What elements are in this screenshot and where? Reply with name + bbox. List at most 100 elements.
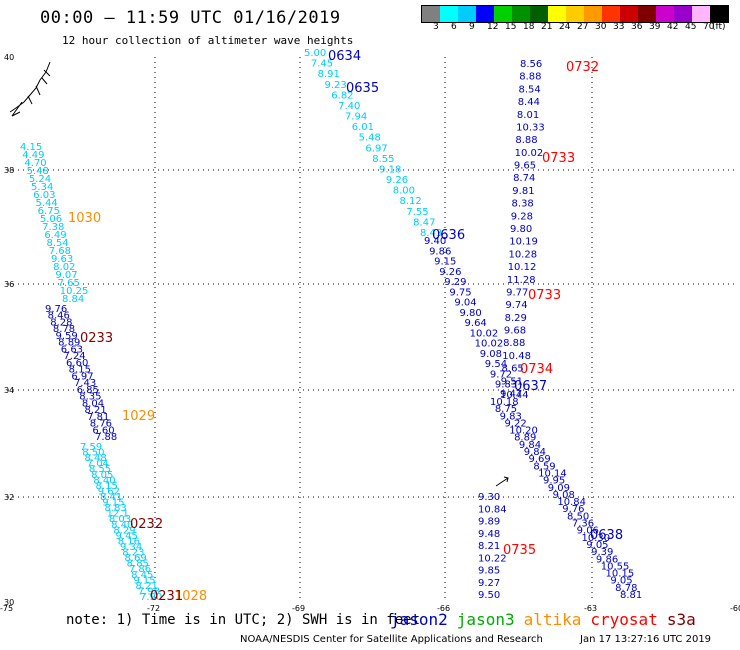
colorbar-label: 36	[631, 22, 643, 32]
wave-height-value: 8.89	[514, 433, 536, 444]
pass-time-label: 0733	[542, 151, 575, 166]
wave-height-value: 10.30	[581, 533, 610, 544]
lon-tick-label: -69	[292, 604, 305, 613]
legend-item-s3a: s3a	[666, 610, 696, 629]
lon-tick-label: -72	[147, 604, 160, 613]
wave-height-value: 8.23	[122, 548, 144, 559]
wave-height-value: 10.33	[516, 122, 545, 133]
colorbar-label: 30	[595, 22, 607, 32]
wave-height-value: 7.90	[140, 592, 162, 603]
colorbar-swatch	[512, 6, 530, 22]
wave-height-value: 8.38	[512, 199, 534, 210]
wave-height-value: 9.81	[512, 186, 534, 197]
wave-height-value: 8.69	[124, 553, 146, 564]
lat-tick-label: 36	[4, 280, 14, 289]
wave-height-value: 5.48	[359, 133, 381, 144]
wave-height-value: 7.43	[74, 378, 96, 389]
track-5: 8.568.888.548.448.0110.338.8810.029.658.…	[500, 59, 545, 400]
wave-height-value: 8.89	[58, 338, 80, 349]
wave-height-value: 9.84	[524, 447, 546, 458]
wave-height-value: 9.80	[459, 308, 481, 319]
colorbar-swatch	[440, 6, 458, 22]
wave-height-value: 9.08	[480, 349, 502, 360]
pass-time-label: 0733	[528, 288, 561, 303]
pass-time-label: 0231	[150, 589, 183, 604]
track-6: 10.188.759.839.2210.208.899.849.849.698.…	[490, 397, 642, 601]
wave-height-value: 9.18	[379, 164, 401, 175]
pass-time-label: 0732	[566, 60, 599, 75]
wave-height-value: 9.89	[478, 517, 500, 528]
colorbar-label: 24	[559, 22, 571, 32]
wave-height-value: 8.85	[127, 559, 149, 570]
wave-height-value: 9.85	[478, 566, 500, 577]
wave-height-value: 7.98	[138, 586, 160, 597]
lat-tick-label: 30	[4, 598, 14, 607]
wave-height-value: 9.72	[490, 369, 512, 380]
wave-height-value: 6.97	[365, 143, 387, 154]
wave-height-value: 8.83	[104, 503, 126, 514]
colorbar-swatch	[494, 6, 512, 22]
colorbar-label: 21	[541, 22, 553, 32]
wave-height-value: 8.40	[93, 475, 115, 486]
wave-height-value: 9.06	[577, 526, 599, 537]
wave-height-value: 9.69	[529, 454, 551, 465]
wave-height-value: 6.60	[92, 425, 114, 436]
wave-height-value: 9.22	[504, 418, 526, 429]
wave-height-value: 10.28	[508, 249, 537, 260]
wave-height-value: 9.15	[434, 257, 456, 268]
wave-height-value: 6.49	[44, 230, 66, 241]
wave-height-value: 10.14	[538, 468, 567, 479]
wave-height-value: 9.40	[424, 236, 446, 247]
wave-height-value: 7.40	[338, 101, 360, 112]
wave-height-value: 10.18	[490, 397, 519, 408]
colorbar-swatch	[710, 6, 728, 22]
wave-height-value: 9.80	[510, 224, 532, 235]
lat-tick-label: 32	[4, 493, 14, 502]
wave-height-value: 6.03	[33, 190, 55, 201]
track-3: 5.007.458.919.236.827.407.946.015.486.97…	[304, 48, 442, 239]
wave-height-value: 8.48	[84, 453, 106, 464]
wave-height-value: 8.15	[96, 481, 118, 492]
colorbar-label: 42	[667, 22, 679, 32]
wave-height-value: 9.86	[429, 246, 451, 257]
wave-height-value: 8.41	[100, 492, 122, 503]
wave-height-value: 8.12	[400, 196, 422, 207]
wave-height-value: 9.86	[596, 554, 618, 565]
pass-time-label: 1028	[174, 589, 207, 604]
wave-height-value: 8.28	[50, 317, 72, 328]
wave-height-value: 8.21	[84, 405, 106, 416]
wave-height-value: 10.15	[606, 569, 635, 580]
wave-height-value: 9.54	[485, 359, 507, 370]
wave-height-value: 8.55	[89, 464, 111, 475]
wave-height-value: 5.24	[29, 174, 51, 185]
wave-height-value: 8.55	[372, 154, 394, 165]
wave-height-value: 7.86	[129, 564, 151, 575]
wave-height-value: 8.88	[519, 72, 541, 83]
pass-time-labels: 0634 0635 0636 0637 0638 0732 0733 0733 0734 0735…	[68, 49, 623, 604]
wave-height-value: 9.65	[514, 161, 536, 172]
wave-height-value: 8.03	[109, 514, 131, 525]
wave-height-value: 7.88	[95, 432, 117, 443]
pass-time-label: 1030	[68, 211, 101, 226]
wave-height-value: 10.02	[475, 339, 504, 350]
wave-height-value: 7.81	[87, 412, 109, 423]
colorbar-swatch	[458, 6, 476, 22]
wave-height-value: 9.34	[120, 542, 142, 553]
wave-height-value: 9.62	[98, 486, 120, 497]
colorbar-swatch	[548, 6, 566, 22]
wave-height-value: 9.07	[55, 270, 77, 281]
wave-height-value: 9.63	[51, 254, 73, 265]
wave-height-value: 8.50	[567, 511, 589, 522]
wave-height-value: 7.68	[49, 246, 71, 257]
wave-height-value: 8.05	[91, 470, 113, 481]
wave-height-value: 8.35	[79, 392, 101, 403]
wave-height-value: 7.65	[58, 278, 80, 289]
wave-height-value: 5.34	[31, 182, 53, 193]
wave-height-value: 6.01	[352, 122, 374, 133]
colorbar-label: 3	[433, 22, 439, 32]
wave-height-value: 5.44	[35, 198, 57, 209]
map-grid	[8, 57, 738, 602]
wave-height-value: 8.91	[318, 69, 340, 80]
